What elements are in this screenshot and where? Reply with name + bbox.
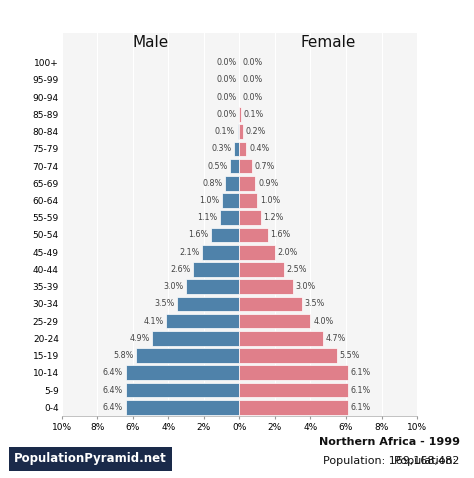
Text: 6.1%: 6.1% — [350, 403, 371, 412]
Text: 0.1%: 0.1% — [215, 127, 235, 136]
Bar — [239, 124, 243, 139]
Text: PopulationPyramid.net: PopulationPyramid.net — [14, 452, 167, 466]
Bar — [239, 296, 301, 311]
Text: 3.0%: 3.0% — [295, 282, 316, 291]
Bar — [239, 107, 241, 122]
Text: Female: Female — [301, 34, 356, 50]
Bar — [186, 279, 239, 294]
Text: 3.5%: 3.5% — [154, 299, 174, 308]
Bar — [239, 348, 337, 363]
Text: 0.0%: 0.0% — [217, 58, 237, 67]
Text: 3.0%: 3.0% — [163, 282, 183, 291]
Text: 1.6%: 1.6% — [271, 230, 291, 239]
Text: 1.6%: 1.6% — [188, 230, 208, 239]
Text: 6.4%: 6.4% — [103, 403, 123, 412]
Bar — [239, 383, 348, 397]
Text: 1.1%: 1.1% — [197, 213, 217, 222]
Bar — [220, 210, 239, 225]
Text: 0.7%: 0.7% — [255, 162, 275, 171]
Text: 2.0%: 2.0% — [278, 248, 298, 257]
Bar — [136, 348, 239, 363]
Text: Population: 169,168,482: Population: 169,168,482 — [323, 456, 460, 466]
Bar — [239, 314, 310, 328]
Bar — [239, 366, 348, 380]
Text: 6.1%: 6.1% — [350, 386, 371, 394]
Text: 4.1%: 4.1% — [144, 316, 164, 326]
Text: 0.8%: 0.8% — [202, 179, 222, 188]
Bar — [221, 193, 239, 208]
Bar — [211, 228, 239, 242]
Text: 1.0%: 1.0% — [260, 196, 280, 205]
Text: Northern Africa - 1999: Northern Africa - 1999 — [319, 437, 460, 447]
Bar — [126, 383, 239, 397]
Text: 0.0%: 0.0% — [242, 93, 262, 102]
Text: 4.7%: 4.7% — [326, 334, 346, 343]
Bar — [239, 279, 292, 294]
Text: 3.5%: 3.5% — [304, 299, 325, 308]
Text: 0.2%: 0.2% — [246, 127, 266, 136]
Bar — [237, 124, 239, 139]
Text: 0.5%: 0.5% — [208, 162, 228, 171]
Bar — [177, 296, 239, 311]
Text: 0.0%: 0.0% — [242, 76, 262, 85]
Bar — [239, 193, 257, 208]
Text: Male: Male — [132, 34, 169, 50]
Text: 2.6%: 2.6% — [170, 265, 191, 274]
Text: 5.8%: 5.8% — [113, 351, 134, 360]
Bar — [239, 176, 255, 191]
Bar — [239, 159, 252, 174]
Text: 1.2%: 1.2% — [264, 213, 284, 222]
Text: 0.9%: 0.9% — [258, 179, 278, 188]
Bar — [239, 141, 246, 156]
Text: 0.4%: 0.4% — [249, 144, 269, 153]
Text: 1.0%: 1.0% — [199, 196, 219, 205]
Bar — [239, 400, 348, 414]
Text: 4.0%: 4.0% — [313, 316, 333, 326]
Bar — [234, 141, 239, 156]
Text: 6.1%: 6.1% — [350, 368, 371, 377]
Bar — [239, 245, 275, 260]
Text: 0.0%: 0.0% — [217, 110, 237, 119]
Text: 4.9%: 4.9% — [129, 334, 150, 343]
Bar — [193, 262, 239, 277]
Bar — [126, 366, 239, 380]
Text: 0.0%: 0.0% — [242, 58, 262, 67]
Bar — [126, 400, 239, 414]
Text: 6.4%: 6.4% — [103, 368, 123, 377]
Text: 0.1%: 0.1% — [244, 110, 264, 119]
Bar — [239, 228, 268, 242]
Bar — [239, 331, 323, 346]
Text: 5.5%: 5.5% — [340, 351, 360, 360]
Bar — [152, 331, 239, 346]
Bar — [239, 210, 261, 225]
Text: 0.0%: 0.0% — [217, 93, 237, 102]
Bar — [166, 314, 239, 328]
Text: Population:: Population: — [394, 456, 460, 466]
Bar — [202, 245, 239, 260]
Text: 6.4%: 6.4% — [103, 386, 123, 394]
Bar — [239, 262, 284, 277]
Bar — [225, 176, 239, 191]
Text: 2.5%: 2.5% — [286, 265, 307, 274]
Bar — [230, 159, 239, 174]
Text: 0.0%: 0.0% — [217, 76, 237, 85]
Text: 0.3%: 0.3% — [211, 144, 231, 153]
Text: 2.1%: 2.1% — [179, 248, 200, 257]
